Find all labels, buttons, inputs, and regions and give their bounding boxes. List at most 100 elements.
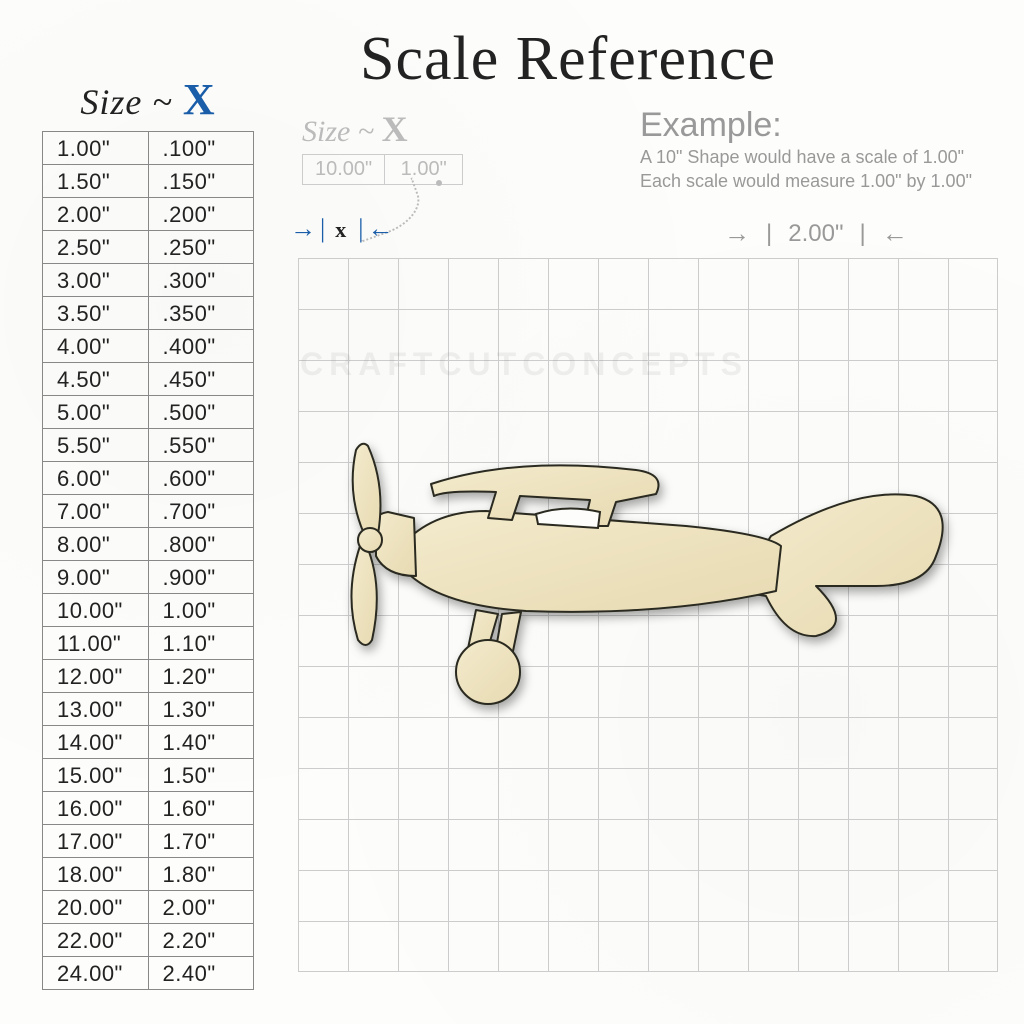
table-row: 24.00"2.40" xyxy=(43,957,254,990)
size-cell: 7.00" xyxy=(43,495,149,528)
table-row: 10.00"1.00" xyxy=(43,594,254,627)
biplane-shape-icon xyxy=(316,426,956,706)
scale-cell: .700" xyxy=(148,495,254,528)
table-row: 5.00".500" xyxy=(43,396,254,429)
scale-cell: 1.10" xyxy=(148,627,254,660)
size-cell: 4.00" xyxy=(43,330,149,363)
marker-bar: | xyxy=(859,220,865,248)
scale-cell: 1.70" xyxy=(148,825,254,858)
scale-cell: .900" xyxy=(148,561,254,594)
size-cell: 1.00" xyxy=(43,132,149,165)
watermark-text: CRAFTCUTCONCEPTS xyxy=(300,346,748,383)
size-cell: 5.00" xyxy=(43,396,149,429)
table-row: 3.00".300" xyxy=(43,264,254,297)
table-row: 9.00".900" xyxy=(43,561,254,594)
scale-cell: .400" xyxy=(148,330,254,363)
scale-cell: 1.00" xyxy=(148,594,254,627)
size-table-body: 1.00".100"1.50".150"2.00".200"2.50".250"… xyxy=(42,131,254,990)
scale-cell: .500" xyxy=(148,396,254,429)
x-scale-marker: → | x | ← xyxy=(290,214,391,244)
example-line-1: A 10" Shape would have a scale of 1.00" xyxy=(640,145,1010,169)
scale-cell: 1.60" xyxy=(148,792,254,825)
size-cell: 1.50" xyxy=(43,165,149,198)
arrow-right-icon: → xyxy=(290,214,314,243)
size-cell: 15.00" xyxy=(43,759,149,792)
scale-cell: .150" xyxy=(148,165,254,198)
example-title: Example: xyxy=(640,106,1010,145)
size-cell: 2.00" xyxy=(43,198,149,231)
scale-cell: 1.50" xyxy=(148,759,254,792)
size-cell: 16.00" xyxy=(43,792,149,825)
inset-cell-scale: 1.00" xyxy=(385,155,463,185)
scale-cell: .800" xyxy=(148,528,254,561)
inset-header: Size ~ X xyxy=(302,108,463,150)
table-row: 3.50".350" xyxy=(43,297,254,330)
table-row: 7.00".700" xyxy=(43,495,254,528)
scale-cell: 2.20" xyxy=(148,924,254,957)
size-cell: 12.00" xyxy=(43,660,149,693)
scale-cell: .200" xyxy=(148,198,254,231)
size-cell: 3.50" xyxy=(43,297,149,330)
table-row: 18.00"1.80" xyxy=(43,858,254,891)
table-row: 2.50".250" xyxy=(43,231,254,264)
size-cell: 3.00" xyxy=(43,264,149,297)
inset-size-block: Size ~ X 10.00" 1.00" xyxy=(302,108,463,185)
inset-cell-size: 10.00" xyxy=(303,155,385,185)
size-cell: 18.00" xyxy=(43,858,149,891)
table-row: 8.00".800" xyxy=(43,528,254,561)
size-cell: 24.00" xyxy=(43,957,149,990)
table-row: 11.00"1.10" xyxy=(43,627,254,660)
table-row: 12.00"1.20" xyxy=(43,660,254,693)
grid-scale-marker: → | 2.00" | ← xyxy=(724,218,908,249)
arrow-right-icon: → xyxy=(724,218,750,249)
scale-cell: 1.80" xyxy=(148,858,254,891)
scale-cell: .600" xyxy=(148,462,254,495)
marker-bar: | xyxy=(766,220,772,248)
size-cell: 5.50" xyxy=(43,429,149,462)
size-header-prefix: Size ~ xyxy=(80,82,182,122)
scale-cell: .550" xyxy=(148,429,254,462)
size-cell: 6.00" xyxy=(43,462,149,495)
table-row: 1.00".100" xyxy=(43,132,254,165)
table-row: 5.50".550" xyxy=(43,429,254,462)
size-cell: 4.50" xyxy=(43,363,149,396)
size-cell: 8.00" xyxy=(43,528,149,561)
scale-cell: .250" xyxy=(148,231,254,264)
scale-cell: .350" xyxy=(148,297,254,330)
example-block: Example: A 10" Shape would have a scale … xyxy=(640,106,1010,194)
size-cell: 10.00" xyxy=(43,594,149,627)
size-table: Size ~ X 1.00".100"1.50".150"2.00".200"2… xyxy=(42,74,254,990)
grid-scale-label: 2.00" xyxy=(788,220,843,248)
example-line-2: Each scale would measure 1.00" by 1.00" xyxy=(640,169,1010,193)
size-cell: 9.00" xyxy=(43,561,149,594)
table-row: 2.00".200" xyxy=(43,198,254,231)
size-cell: 2.50" xyxy=(43,231,149,264)
size-header-x: X xyxy=(183,75,216,124)
table-row: 14.00"1.40" xyxy=(43,726,254,759)
table-row: 20.00"2.00" xyxy=(43,891,254,924)
arrow-left-icon: ← xyxy=(367,214,391,243)
scale-cell: .100" xyxy=(148,132,254,165)
size-cell: 20.00" xyxy=(43,891,149,924)
table-row: 4.00".400" xyxy=(43,330,254,363)
table-row: 13.00"1.30" xyxy=(43,693,254,726)
page-title: Scale Reference xyxy=(360,24,776,95)
scale-cell: .300" xyxy=(148,264,254,297)
size-cell: 13.00" xyxy=(43,693,149,726)
scale-cell: 2.00" xyxy=(148,891,254,924)
table-row: 15.00"1.50" xyxy=(43,759,254,792)
scale-cell: 2.40" xyxy=(148,957,254,990)
size-cell: 22.00" xyxy=(43,924,149,957)
size-table-header: Size ~ X xyxy=(42,74,254,125)
size-cell: 11.00" xyxy=(43,627,149,660)
x-marker-label: x xyxy=(329,217,352,242)
arrow-left-icon: ← xyxy=(882,218,908,249)
table-row: 16.00"1.60" xyxy=(43,792,254,825)
scale-cell: .450" xyxy=(148,363,254,396)
dotted-arrow-dot xyxy=(436,180,442,186)
scale-cell: 1.30" xyxy=(148,693,254,726)
size-cell: 14.00" xyxy=(43,726,149,759)
table-row: 17.00"1.70" xyxy=(43,825,254,858)
table-row: 1.50".150" xyxy=(43,165,254,198)
inset-header-x: X xyxy=(382,109,408,149)
